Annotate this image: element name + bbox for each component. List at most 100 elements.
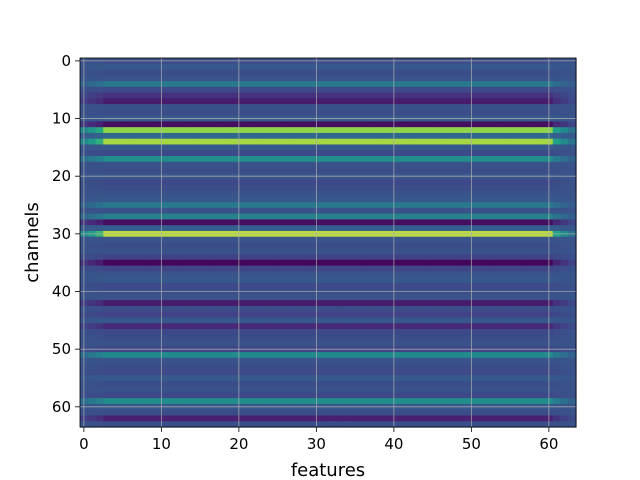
heatmap-cell bbox=[281, 132, 290, 140]
heatmap-cell bbox=[498, 300, 507, 307]
heatmap-cell bbox=[343, 104, 352, 111]
heatmap-cell bbox=[95, 311, 104, 319]
heatmap-cell bbox=[529, 150, 538, 157]
heatmap-cell bbox=[537, 167, 546, 174]
heatmap-cell bbox=[304, 167, 314, 174]
heatmap-cell bbox=[289, 225, 298, 232]
heatmap-cell bbox=[490, 121, 500, 128]
heatmap-cell bbox=[250, 340, 259, 347]
heatmap-cell bbox=[165, 409, 174, 417]
heatmap-cell bbox=[351, 380, 360, 388]
heatmap-cell bbox=[452, 132, 461, 140]
heatmap-cell bbox=[405, 92, 414, 99]
heatmap-cell bbox=[204, 98, 213, 105]
heatmap-cell bbox=[211, 63, 221, 71]
heatmap-cell bbox=[95, 202, 104, 209]
heatmap-cell bbox=[436, 104, 445, 111]
heatmap-cell bbox=[506, 202, 515, 209]
heatmap-cell bbox=[444, 415, 453, 422]
heatmap-cell bbox=[436, 144, 445, 151]
heatmap-cell bbox=[490, 248, 500, 255]
heatmap-cell bbox=[134, 213, 143, 221]
heatmap-cell bbox=[452, 104, 461, 111]
heatmap-cell bbox=[250, 144, 259, 151]
heatmap-cell bbox=[397, 196, 407, 203]
heatmap-cell bbox=[95, 219, 104, 226]
heatmap-cell bbox=[180, 421, 190, 428]
heatmap-cell bbox=[405, 156, 414, 163]
heatmap-cell bbox=[405, 363, 414, 370]
heatmap-cell bbox=[242, 398, 252, 405]
heatmap-cell bbox=[444, 248, 453, 255]
heatmap-cell bbox=[134, 138, 143, 146]
heatmap-cell bbox=[111, 254, 120, 261]
heatmap-cell bbox=[475, 242, 484, 249]
heatmap-cell bbox=[405, 340, 414, 347]
heatmap-cell bbox=[328, 167, 337, 174]
heatmap-cell bbox=[405, 328, 414, 336]
heatmap-cell bbox=[111, 69, 120, 76]
heatmap-cell bbox=[490, 190, 500, 197]
heatmap-cell bbox=[250, 317, 259, 324]
heatmap-cell bbox=[118, 300, 128, 307]
heatmap-cell bbox=[211, 369, 221, 376]
heatmap-cell bbox=[506, 352, 515, 359]
heatmap-cell bbox=[537, 421, 546, 428]
heatmap-cell bbox=[173, 340, 182, 347]
heatmap-cell bbox=[266, 144, 275, 151]
heatmap-cell bbox=[351, 340, 360, 347]
heatmap-cell bbox=[103, 392, 112, 399]
heatmap-cell bbox=[428, 63, 438, 71]
heatmap-cell bbox=[537, 213, 546, 221]
heatmap-cell bbox=[405, 69, 414, 76]
heatmap-cell bbox=[328, 138, 337, 146]
heatmap-cell bbox=[537, 317, 546, 324]
heatmap-cell bbox=[196, 150, 205, 157]
heatmap-cell bbox=[397, 98, 407, 105]
heatmap-cell bbox=[211, 109, 221, 117]
heatmap-cell bbox=[428, 311, 438, 319]
heatmap-cell bbox=[343, 392, 352, 399]
heatmap-cell bbox=[514, 271, 523, 278]
heatmap-cell bbox=[320, 184, 329, 192]
heatmap-cell bbox=[421, 386, 430, 394]
heatmap-cell bbox=[521, 294, 531, 301]
heatmap-cell bbox=[173, 357, 182, 365]
heatmap-cell bbox=[297, 127, 306, 134]
heatmap-cell bbox=[273, 63, 283, 71]
heatmap-cell bbox=[498, 202, 507, 209]
heatmap-cell bbox=[428, 144, 438, 151]
heatmap-cell bbox=[227, 380, 236, 388]
heatmap-cell bbox=[335, 86, 345, 94]
heatmap-cell bbox=[111, 369, 120, 376]
heatmap-cell bbox=[149, 236, 159, 244]
heatmap-cell bbox=[273, 104, 283, 111]
heatmap-cell bbox=[366, 75, 376, 82]
heatmap-cell bbox=[506, 161, 515, 169]
heatmap-cell bbox=[452, 75, 461, 82]
heatmap-cell bbox=[196, 86, 205, 94]
heatmap-cell bbox=[173, 282, 182, 290]
heatmap-cell bbox=[118, 265, 128, 272]
heatmap-cell bbox=[289, 104, 298, 111]
heatmap-cell bbox=[134, 81, 143, 88]
heatmap-cell bbox=[134, 259, 143, 267]
heatmap-cell bbox=[211, 415, 221, 422]
heatmap-cell bbox=[227, 75, 236, 82]
heatmap-cell bbox=[266, 254, 275, 261]
heatmap-cell bbox=[552, 259, 562, 267]
heatmap-cell bbox=[87, 386, 97, 394]
heatmap-cell bbox=[452, 161, 461, 169]
heatmap-cell bbox=[118, 277, 128, 284]
heatmap-cell bbox=[111, 328, 120, 336]
heatmap-cell bbox=[242, 282, 252, 290]
heatmap-cell bbox=[134, 375, 143, 382]
heatmap-cell bbox=[359, 300, 368, 307]
heatmap-cell bbox=[126, 271, 135, 278]
heatmap-cell bbox=[374, 121, 383, 128]
heatmap-cell bbox=[126, 380, 135, 388]
heatmap-cell bbox=[149, 294, 159, 301]
heatmap-cell bbox=[188, 259, 197, 267]
heatmap-cell bbox=[188, 190, 197, 197]
heatmap-cell bbox=[273, 236, 283, 244]
